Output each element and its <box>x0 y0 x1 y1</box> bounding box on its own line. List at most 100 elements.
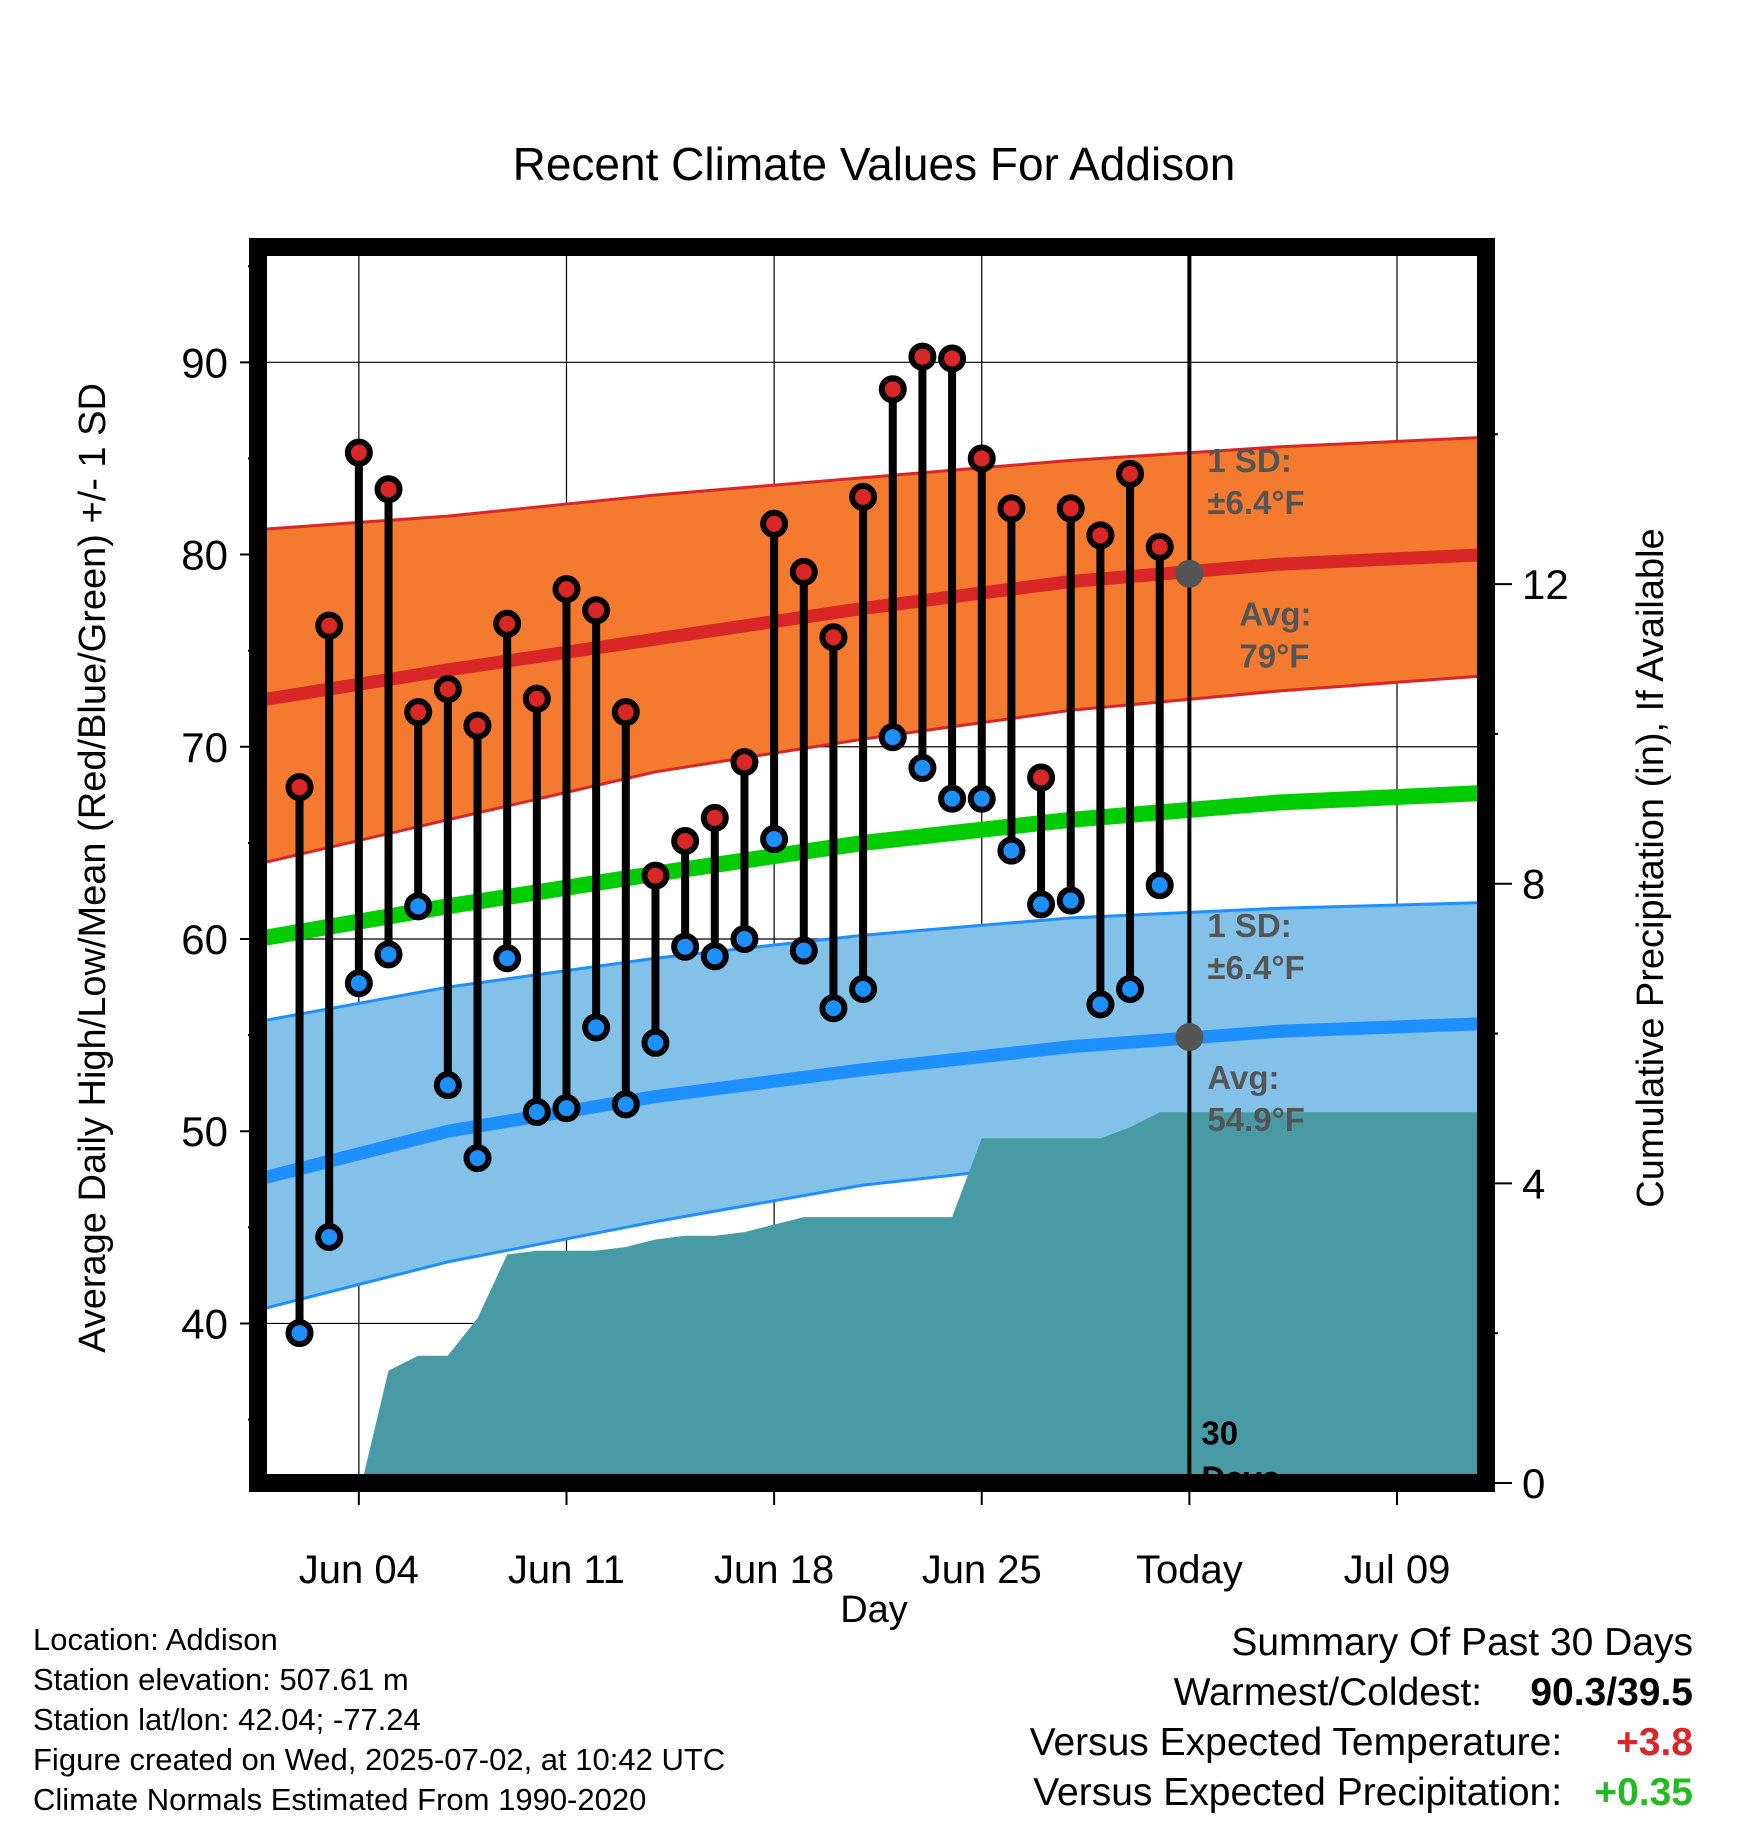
y-axis-label-right: Cumulative Precipitation (in), If Availa… <box>1630 528 1672 1207</box>
summary-temp: Versus Expected Temperature: +3.8 <box>1030 1718 1693 1768</box>
daily-low-marker <box>285 1319 314 1348</box>
daily-high-marker <box>1027 763 1056 792</box>
daily-high-marker <box>700 803 729 832</box>
daily-high-marker <box>1145 532 1174 561</box>
daily-low-marker <box>849 974 878 1003</box>
precip-label: Versus Expected Precipitation: <box>1033 1771 1563 1814</box>
daily-low-marker <box>1086 990 1115 1019</box>
daily-high-marker <box>819 623 848 652</box>
daily-low-marker <box>582 1013 611 1042</box>
x-tick-label: Jun 04 <box>299 1548 419 1592</box>
daily-low-marker <box>819 994 848 1023</box>
y-tick-label-left: 80 <box>181 532 228 579</box>
y-tick-label-right: 12 <box>1522 561 1569 608</box>
plot-inner: 1 SD: ±6.4°F Avg: 79°F 1 SD: ±6.4°F Avg: 54.9°F… <box>258 247 1486 1483</box>
daily-high-marker <box>789 557 818 586</box>
plot-frame <box>249 238 1495 1492</box>
daily-high-marker <box>908 342 937 371</box>
summary-precip: Versus Expected Precipitation: +0.35 <box>1030 1768 1693 1818</box>
daily-low-marker <box>404 892 433 921</box>
low-avg-annotation: Avg: 54.9°F <box>1207 1059 1305 1138</box>
daily-high-marker <box>404 698 433 727</box>
x-tick-label: Today <box>1136 1548 1243 1592</box>
daily-low-marker <box>700 942 729 971</box>
warmest-coldest-value: 90.3/39.5 <box>1530 1671 1693 1714</box>
daily-low-marker <box>997 836 1026 865</box>
daily-high-marker <box>344 438 373 467</box>
precip-area <box>361 1112 1486 1483</box>
elevation-text: Station elevation: 507.61 m <box>33 1662 409 1697</box>
daily-high-marker <box>671 826 700 855</box>
daily-high-marker <box>433 675 462 704</box>
daily-low-marker <box>463 1144 492 1173</box>
daily-high-marker <box>1056 494 1085 523</box>
y-tick-label-left: 90 <box>181 339 228 386</box>
daily-low-marker <box>938 784 967 813</box>
daily-low-marker <box>611 1090 640 1119</box>
daily-low-marker <box>760 825 789 854</box>
daily-high-marker <box>878 375 907 404</box>
daily-high-marker <box>760 509 789 538</box>
daily-low-marker <box>967 784 996 813</box>
plot-area: 1 SD: ±6.4°F Avg: 79°F 1 SD: ±6.4°F Avg: 54.9°F… <box>181 238 1569 1592</box>
daily-low-marker <box>552 1094 581 1123</box>
precip-value: +0.35 <box>1594 1771 1693 1814</box>
y-axis-label-left: Average Daily High/Low/Mean (Red/Blue/Gr… <box>72 383 114 1353</box>
location-text: Location: Addison <box>33 1622 278 1657</box>
normals-text: Climate Normals Estimated From 1990-2020 <box>33 1782 647 1817</box>
x-tick-label: Jun 25 <box>922 1548 1042 1592</box>
temp-label: Versus Expected Temperature: <box>1029 1721 1563 1764</box>
latlon-text: Station lat/lon: 42.04; -77.24 <box>33 1702 421 1737</box>
x-tick-label: Jun 11 <box>508 1548 625 1592</box>
daily-low-marker <box>315 1222 344 1251</box>
summary-panel: Summary Of Past 30 Days Warmest/Coldest:… <box>1030 1618 1693 1818</box>
daily-high-marker <box>315 611 344 640</box>
high-avg-annotation: Avg: 79°F <box>1239 596 1311 675</box>
daily-high-marker <box>582 596 611 625</box>
daily-low-marker <box>522 1098 551 1127</box>
daily-high-marker <box>493 609 522 638</box>
daily-high-marker <box>522 684 551 713</box>
today-high-normal-marker <box>1175 559 1204 588</box>
x-axis-label: Day <box>840 1589 908 1631</box>
daily-low-marker <box>433 1071 462 1100</box>
station-info: Location: Addison Station elevation: 507… <box>33 1620 725 1820</box>
y-tick-label-right: 8 <box>1522 861 1545 908</box>
daily-high-marker <box>1116 459 1145 488</box>
normal-low-line <box>258 1017 1486 1186</box>
daily-low-marker <box>1116 974 1145 1003</box>
temp-value: +3.8 <box>1616 1721 1693 1764</box>
daily-low-marker <box>1027 890 1056 919</box>
daily-high-marker <box>849 482 878 511</box>
daily-low-marker <box>908 753 937 782</box>
x-tick-label: Jun 18 <box>714 1548 834 1592</box>
x-tick-label: Jul 09 <box>1344 1548 1451 1592</box>
daily-low-marker <box>493 944 522 973</box>
y-tick-label-left: 70 <box>181 724 228 771</box>
daily-low-marker <box>641 1028 670 1057</box>
daily-low-marker <box>789 936 818 965</box>
daily-high-marker <box>611 698 640 727</box>
warmest-coldest-label: Warmest/Coldest: <box>1173 1671 1483 1714</box>
today-low-normal-marker <box>1175 1023 1204 1052</box>
low-sd-annotation: 1 SD: ±6.4°F <box>1207 907 1304 986</box>
daily-high-marker <box>938 344 967 373</box>
high-upper-line <box>258 435 1486 532</box>
daily-high-marker <box>967 444 996 473</box>
daily-high-marker <box>374 475 403 504</box>
summary-title: Summary Of Past 30 Days <box>1231 1621 1693 1664</box>
y-tick-label-left: 50 <box>181 1108 228 1155</box>
daily-low-marker <box>878 723 907 752</box>
y-tick-label-right: 4 <box>1522 1160 1545 1207</box>
daily-high-marker <box>641 861 670 890</box>
daily-high-marker <box>1086 521 1115 550</box>
y-tick-label-left: 60 <box>181 916 228 963</box>
daily-low-marker <box>374 940 403 969</box>
y-tick-label-right: 0 <box>1522 1460 1545 1507</box>
daily-low-marker <box>730 925 759 954</box>
summary-warmest-coldest: Warmest/Coldest: 90.3/39.5 <box>1030 1668 1693 1718</box>
daily-high-marker <box>285 773 314 802</box>
y-tick-label-left: 40 <box>181 1300 228 1347</box>
daily-high-marker <box>730 748 759 777</box>
